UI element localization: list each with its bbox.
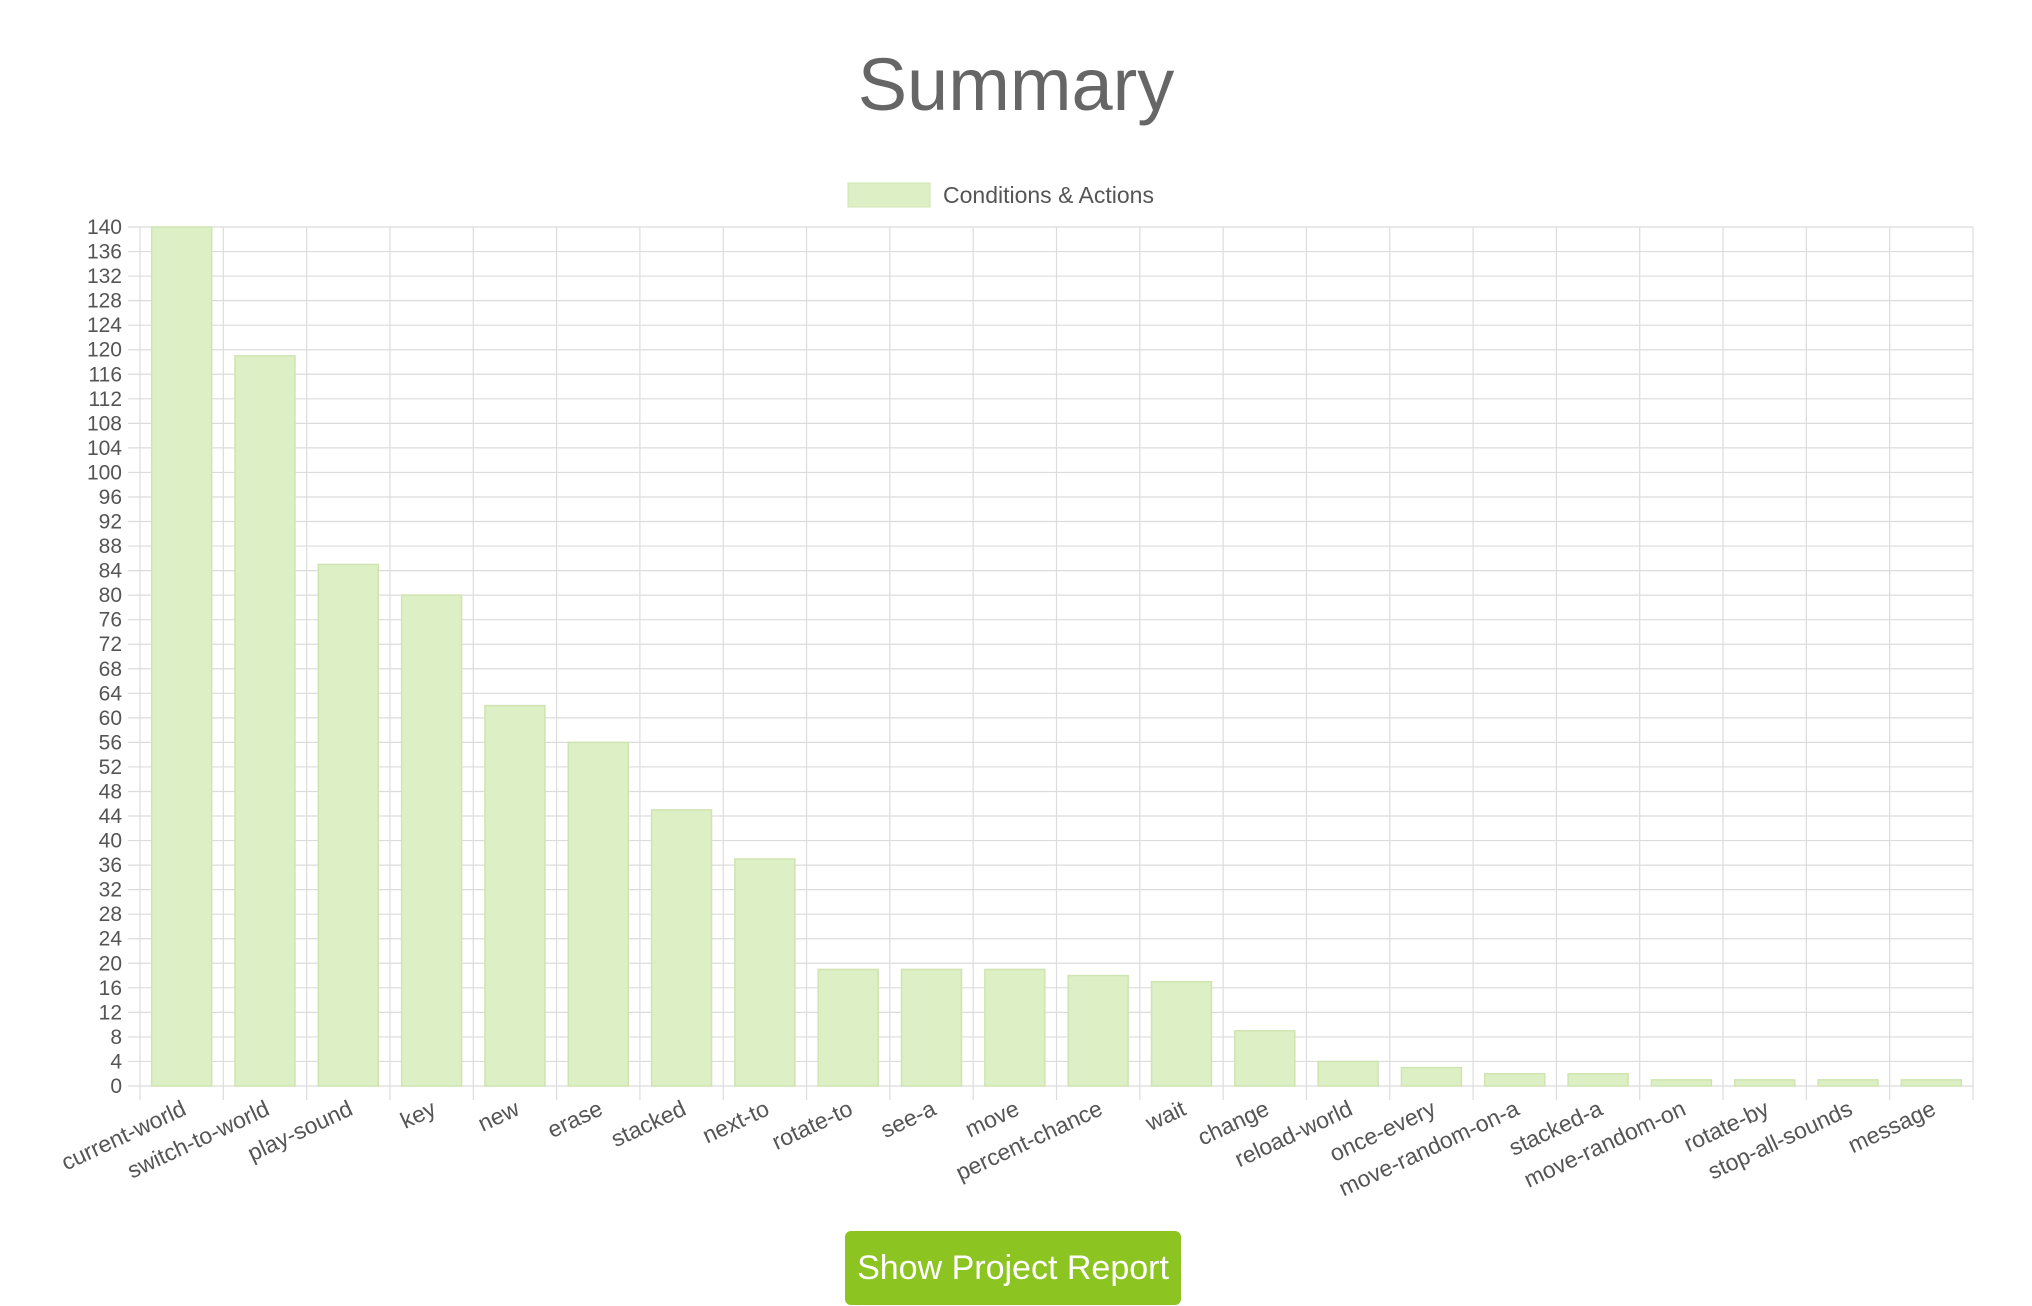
x-tick-label: rotate-to (768, 1095, 857, 1155)
y-tick-label: 80 (99, 584, 122, 607)
y-tick-label: 68 (99, 658, 122, 681)
bar-move (984, 968, 1046, 1087)
y-tick-label: 132 (87, 265, 122, 288)
bar-rotate-by (1733, 1079, 1796, 1087)
bar-percent-chance (1067, 974, 1129, 1087)
bar-next-to (734, 858, 796, 1087)
page-title: Summary (857, 43, 1175, 126)
y-tick-label: 56 (99, 731, 122, 754)
bar-current-world (150, 226, 213, 1087)
y-tick-label: 120 (87, 339, 122, 362)
bar-move-random-on-a (1484, 1072, 1546, 1087)
bar-see-a (900, 968, 963, 1087)
y-tick-label: 44 (99, 805, 123, 828)
y-tick-label: 136 (87, 241, 122, 264)
bar-stop-all-sounds (1817, 1079, 1879, 1087)
y-tick-label: 40 (99, 830, 122, 853)
bar-play-sound (317, 563, 380, 1087)
y-tick-label: 116 (89, 363, 122, 386)
y-tick-label: 0 (110, 1075, 122, 1098)
bar-wait (1150, 980, 1213, 1087)
bar-move-random-on (1650, 1079, 1713, 1087)
y-tick-label: 108 (87, 412, 122, 435)
y-tick-label: 36 (99, 854, 122, 877)
y-tick-label: 140 (87, 216, 122, 239)
x-tick-label: new (474, 1095, 524, 1137)
y-tick-label: 76 (99, 609, 122, 632)
y-tick-label: 28 (99, 903, 122, 926)
y-tick-label: 20 (99, 952, 122, 975)
show-project-report-button[interactable]: Show Project Report (845, 1231, 1181, 1305)
x-tick-label: see-a (876, 1095, 939, 1143)
y-tick-label: 52 (99, 756, 122, 779)
y-tick-label: 128 (87, 290, 122, 313)
y-tick-label: 64 (99, 682, 123, 705)
y-tick-label: 8 (110, 1026, 122, 1049)
bar-erase (567, 741, 629, 1087)
legend-label: Conditions & Actions (943, 182, 1154, 208)
y-tick-label: 16 (99, 977, 122, 1000)
bar-change (1234, 1030, 1296, 1087)
x-tick-label: key (396, 1095, 440, 1134)
chart-bars (150, 226, 1963, 1087)
y-tick-label: 124 (87, 314, 122, 337)
y-tick-label: 32 (99, 879, 122, 902)
y-tick-label: 112 (89, 388, 122, 411)
bar-rotate-to (817, 968, 879, 1087)
y-axis-ticks: 0481216202428323640444852566064687276808… (87, 216, 122, 1098)
legend-swatch (847, 182, 931, 208)
bar-switch-to-world (234, 355, 296, 1087)
bar-stacked (650, 809, 713, 1087)
x-tick-label: erase (543, 1095, 606, 1143)
y-tick-label: 88 (99, 535, 122, 558)
y-tick-label: 100 (87, 461, 122, 484)
x-tick-label: next-to (698, 1095, 773, 1148)
y-tick-label: 92 (99, 511, 122, 534)
bar-message (1900, 1079, 1963, 1087)
bar-new (484, 704, 546, 1087)
y-tick-label: 72 (99, 633, 122, 656)
bar-reload-world (1317, 1060, 1379, 1087)
chart-legend: Conditions & Actions (847, 182, 1154, 208)
y-tick-label: 12 (99, 1001, 122, 1024)
y-tick-label: 4 (110, 1050, 122, 1073)
y-tick-label: 60 (99, 707, 122, 730)
y-tick-label: 84 (99, 560, 123, 583)
x-tick-label: wait (1141, 1095, 1191, 1137)
y-tick-label: 24 (99, 928, 123, 951)
y-tick-label: 48 (99, 780, 122, 803)
x-tick-label: message (1844, 1095, 1940, 1158)
y-tick-label: 104 (87, 437, 122, 460)
bar-once-every (1400, 1066, 1463, 1087)
bar-key (400, 594, 463, 1087)
y-tick-label: 96 (99, 486, 122, 509)
x-tick-label: stacked (607, 1095, 690, 1152)
bar-stacked-a (1567, 1072, 1629, 1087)
